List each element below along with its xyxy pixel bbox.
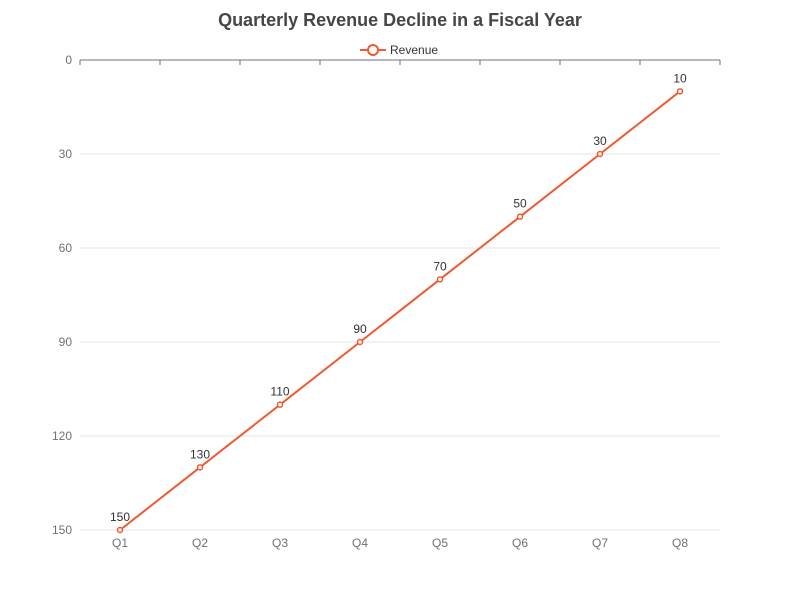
data-label: 150	[110, 510, 130, 524]
x-tick-label: Q6	[512, 536, 528, 550]
y-tick-label: 150	[52, 523, 72, 537]
x-tick-label: Q5	[432, 536, 448, 550]
legend[interactable]: Revenue	[360, 42, 438, 58]
data-point	[516, 213, 524, 220]
data-point	[596, 150, 604, 158]
data-label: 30	[593, 134, 607, 148]
y-tick-label: 30	[59, 147, 73, 161]
data-point	[196, 464, 204, 471]
x-tick-label: Q1	[112, 536, 128, 550]
x-tick-label: Q3	[272, 536, 288, 550]
x-tick-label: Q8	[672, 536, 688, 550]
y-tick-label: 0	[65, 53, 72, 67]
x-tick-label: Q7	[592, 536, 608, 550]
data-label: 10	[673, 71, 687, 85]
y-tick-label: 60	[59, 241, 73, 255]
data-point	[116, 526, 124, 534]
data-point	[436, 276, 444, 283]
data-label: 70	[433, 259, 447, 273]
legend-label: Revenue	[390, 43, 439, 57]
legend-marker-icon	[360, 44, 386, 56]
data-label: 130	[190, 447, 210, 461]
x-tick-label: Q4	[352, 536, 368, 550]
data-point	[276, 401, 284, 408]
data-label: 50	[513, 197, 527, 211]
data-point	[676, 88, 684, 95]
y-tick-label: 120	[52, 429, 72, 443]
data-point	[356, 338, 364, 346]
y-tick-label: 90	[59, 335, 73, 349]
data-label: 90	[353, 322, 367, 336]
chart-title: Quarterly Revenue Decline in a Fiscal Ye…	[218, 10, 582, 30]
data-label: 110	[270, 385, 289, 399]
x-tick-label: Q2	[192, 536, 208, 550]
series-line	[119, 90, 681, 531]
